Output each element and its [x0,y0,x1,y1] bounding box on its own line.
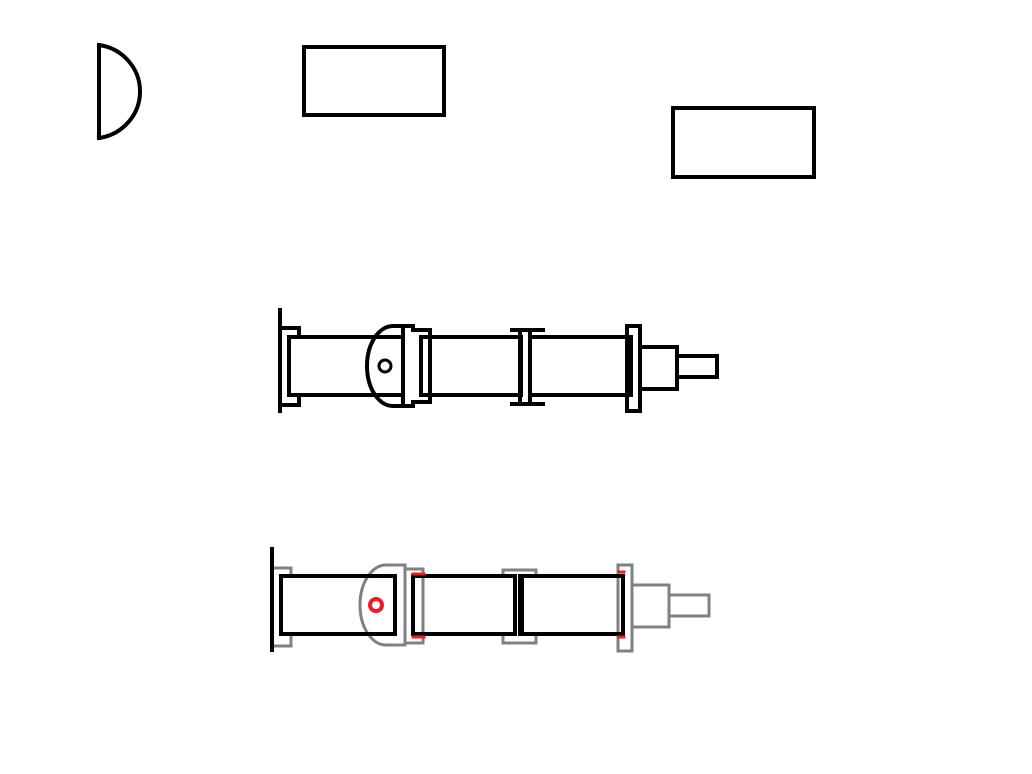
shaft-collar-faded [630,583,671,629]
parts-group [96,42,816,179]
bracket-middle-faded [501,568,538,645]
assembly-highlighted [270,547,711,653]
bracket-left [278,326,301,407]
tube-2-2 [411,574,517,636]
joint-half-disc [365,324,415,408]
bracket-end-faded [616,563,634,653]
assembly-full [278,308,719,413]
rectangle-part-b [671,106,816,179]
bracket-joint [411,328,432,404]
bracket-end [625,324,642,413]
shaft-faded [667,593,711,618]
bracket-left-faded [270,566,293,648]
bracket-joint-faded [403,567,425,645]
rectangle-part-a [302,45,446,117]
tube-3-2 [520,574,625,636]
pivot-pin-highlight [368,597,384,613]
half-disc-part [96,42,143,141]
tube-1 [287,335,405,397]
pivot-pin [377,358,393,374]
tube-3 [528,335,633,397]
shaft [675,354,719,379]
tube-2 [419,335,523,397]
shaft-collar [638,345,679,391]
bracket-middle [510,328,545,406]
tube-1-2 [279,574,397,636]
joint-half-disc-faded [358,563,407,647]
